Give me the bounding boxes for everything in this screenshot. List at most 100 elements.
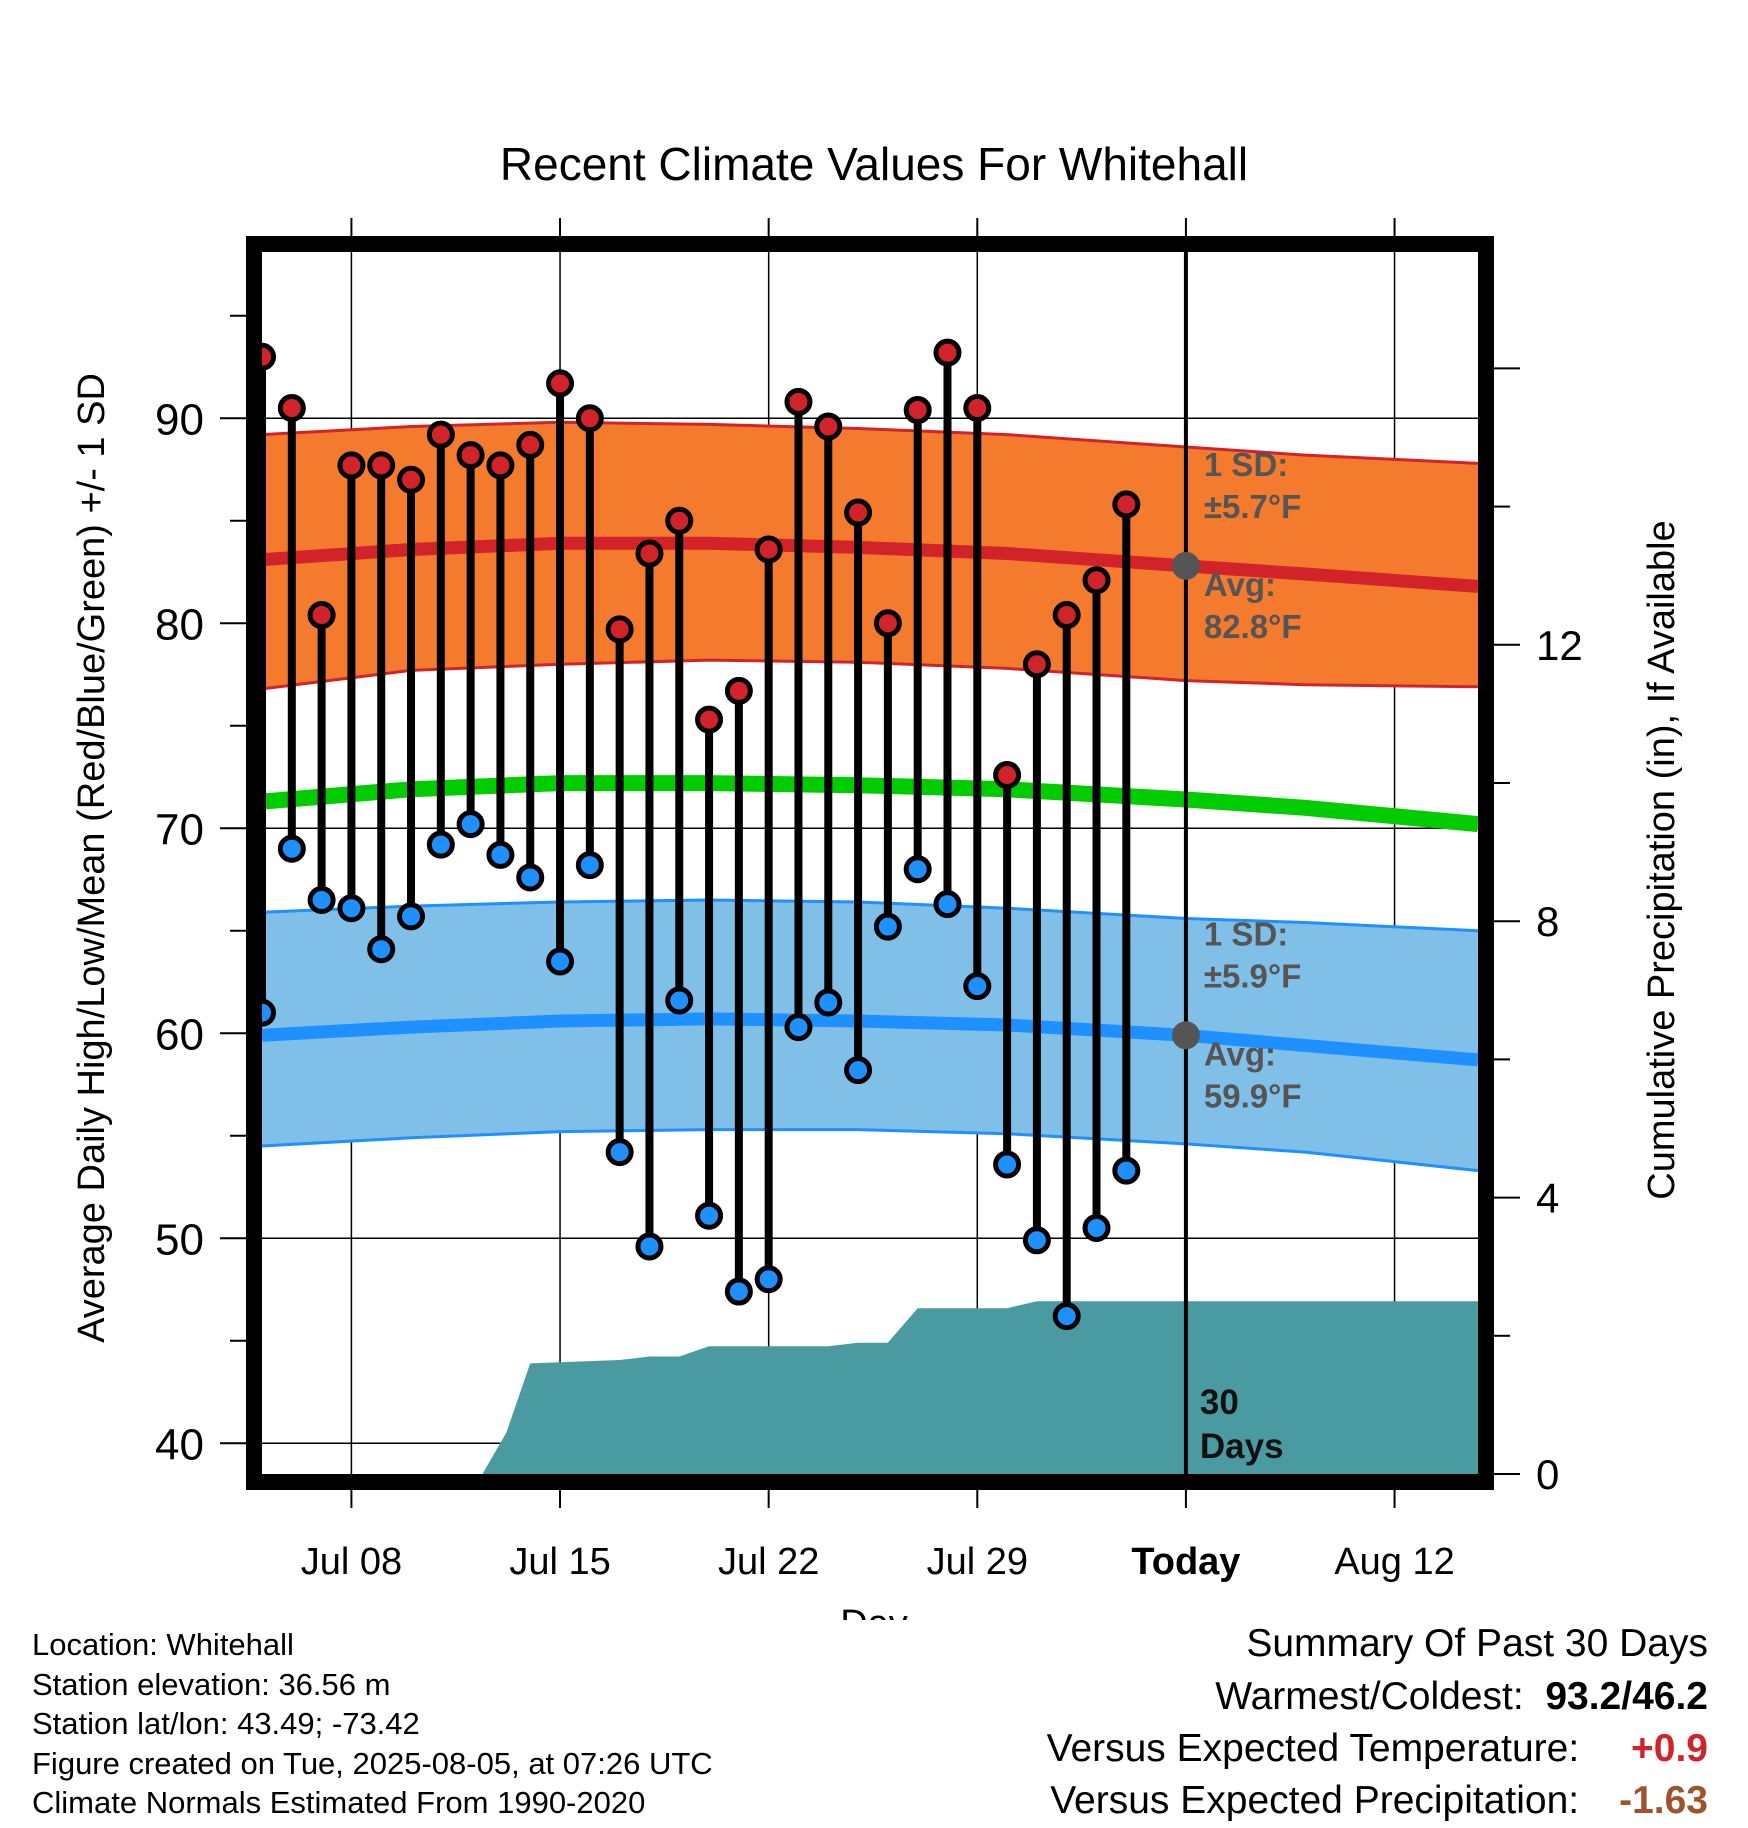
high-avg-label-2: 82.8°F (1204, 608, 1302, 645)
daily-low-dot-27 (903, 855, 932, 884)
precipitation-area (482, 1301, 1478, 1474)
y-axis-label-right: Cumulative Precipitation (in), If Availa… (1641, 520, 1683, 1199)
precip-days-label-2: Days (1200, 1427, 1284, 1466)
normals-text: Climate Normals Estimated From 1990-2020 (32, 1785, 646, 1820)
daily-high-dot-25 (844, 498, 873, 527)
location-text: Location: Whitehall (32, 1627, 294, 1662)
high-avg-label-1: Avg: (1204, 566, 1276, 603)
daily-low-dot-22 (754, 1265, 783, 1294)
y-tick-label-right-2: 8 (1536, 898, 1559, 945)
x-tick-label-0: Jul 08 (301, 1541, 402, 1583)
summary-heading: Summary Of Past 30 Days (1246, 1622, 1708, 1665)
station-info: Location: Whitehall Station elevation: 3… (32, 1625, 713, 1823)
precip-label: Versus Expected Precipitation: (1050, 1779, 1580, 1822)
daily-low-dot-28 (933, 890, 962, 919)
daily-low-dot-15 (546, 947, 575, 976)
annotation-labels: 1 SD: ±5.7°F Avg: 82.8°F 1 SD: ±5.9°F Avg: 59.9… (1171, 446, 1302, 1466)
daily-high-dot-14 (516, 430, 545, 459)
daily-high-dot-27 (903, 396, 932, 425)
daily-low-dot-21 (724, 1277, 753, 1306)
daily-low-dot-30 (993, 1150, 1022, 1179)
y-tick-label-left-4: 80 (155, 600, 204, 649)
y-tick-label-right-3: 12 (1536, 622, 1583, 669)
daily-low-dot-31 (1022, 1226, 1051, 1255)
precipitation-fill (482, 1301, 1478, 1474)
precip-row: Versus Expected Precipitation: -1.63 (1047, 1775, 1708, 1827)
daily-low-dot-33 (1082, 1214, 1111, 1242)
high-sd-band-upper-edge (261, 420, 1479, 465)
chart-title: Recent Climate Values For Whitehall (500, 138, 1248, 190)
y-tick-label-right-1: 4 (1536, 1175, 1559, 1222)
daily-low-dot-26 (873, 912, 902, 941)
daily-low-dot-29 (963, 972, 992, 1001)
daily-high-dot-11 (426, 420, 455, 449)
y-tick-label-left-3: 70 (155, 805, 204, 854)
daily-low-dot-7 (307, 886, 336, 914)
low-sd-label-1: 1 SD: (1204, 915, 1288, 952)
daily-high-dot-26 (873, 609, 902, 638)
daily-low-dot-25 (844, 1056, 873, 1085)
warm-cold-row: Warmest/Coldest: 93.2/46.2 (1047, 1671, 1708, 1723)
daily-high-dot-33 (1082, 566, 1111, 595)
daily-high-dot-17 (605, 615, 634, 644)
daily-high-dot-8 (337, 451, 366, 480)
daily-high-dot-19 (665, 506, 694, 535)
daily-high-dot-15 (546, 369, 575, 398)
daily-low-dot-13 (486, 840, 515, 869)
daily-low-dot-6 (277, 834, 306, 863)
y-axis-label-left: Average Daily High/Low/Mean (Red/Blue/Gr… (71, 373, 113, 1343)
daily-low-dot-9 (367, 935, 396, 964)
temp-row: Versus Expected Temperature: +0.9 (1047, 1723, 1708, 1775)
daily-low-dot-32 (1052, 1302, 1081, 1331)
daily-high-dot-34 (1112, 490, 1141, 519)
y-tick-label-left-5: 90 (155, 395, 204, 444)
precip-days-label-1: 30 (1200, 1383, 1239, 1422)
latlon-text: Station lat/lon: 43.49; -73.42 (32, 1706, 420, 1741)
high-sd-label-1: 1 SD: (1204, 446, 1288, 483)
daily-low-dot-8 (337, 894, 366, 923)
today-avg-low-marker (1171, 1021, 1200, 1050)
daily-low-dot-12 (456, 810, 485, 839)
x-tick-label-4: Today (1131, 1541, 1240, 1583)
temp-value: +0.9 (1631, 1727, 1708, 1770)
daily-high-dot-13 (486, 451, 515, 480)
daily-high-dot-32 (1052, 601, 1081, 630)
x-axis-label: Day (840, 1603, 908, 1620)
x-tick-label-2: Jul 22 (718, 1541, 819, 1583)
daily-low-dot-20 (695, 1201, 724, 1230)
low-avg-label-2: 59.9°F (1204, 1077, 1302, 1114)
elevation-text: Station elevation: 36.56 m (32, 1666, 391, 1702)
daily-high-dot-12 (456, 441, 485, 470)
daily-range-bars (248, 338, 1141, 1331)
y-tick-label-right-0: 0 (1536, 1451, 1559, 1498)
high-sd-label-2: ±5.7°F (1204, 488, 1301, 525)
daily-high-dot-29 (963, 394, 992, 422)
y-tick-label-left-0: 40 (155, 1420, 204, 1469)
plot-frame (246, 236, 1494, 1490)
daily-high-dot-7 (307, 601, 336, 630)
axes: Jul 08 Jul 15 Jul 22 Jul 29 Today Aug 1240506… (155, 218, 1583, 1583)
high-sd-band (262, 422, 1478, 689)
climate-chart: Recent Climate Values For Whitehall 1 SD… (71, 138, 1683, 1620)
x-tick-label-1: Jul 15 (509, 1541, 610, 1583)
daily-low-dot-17 (605, 1138, 634, 1167)
temp-label: Versus Expected Temperature: (1046, 1727, 1580, 1770)
warm-cold-value: 93.2/46.2 (1545, 1675, 1708, 1718)
daily-high-dot-10 (397, 465, 426, 494)
low-sd-band-lower-edge (261, 1128, 1479, 1173)
daily-high-dot-16 (575, 404, 604, 433)
daily-high-dot-24 (814, 412, 843, 441)
daily-low-dot-19 (665, 986, 694, 1015)
daily-high-dot-31 (1022, 650, 1051, 679)
daily-high-dot-21 (724, 676, 753, 705)
daily-low-dot-16 (575, 851, 604, 880)
daily-high-dot-9 (367, 451, 396, 480)
today-avg-high-marker (1171, 551, 1200, 580)
daily-high-dot-23 (784, 387, 813, 416)
daily-high-dot-22 (754, 535, 783, 564)
daily-low-dot-10 (397, 902, 426, 931)
y-tick-label-left-2: 60 (155, 1010, 204, 1059)
warm-cold-label: Warmest/Coldest: (1215, 1675, 1524, 1718)
precip-value: -1.63 (1619, 1779, 1708, 1822)
low-avg-label-1: Avg: (1204, 1035, 1276, 1072)
